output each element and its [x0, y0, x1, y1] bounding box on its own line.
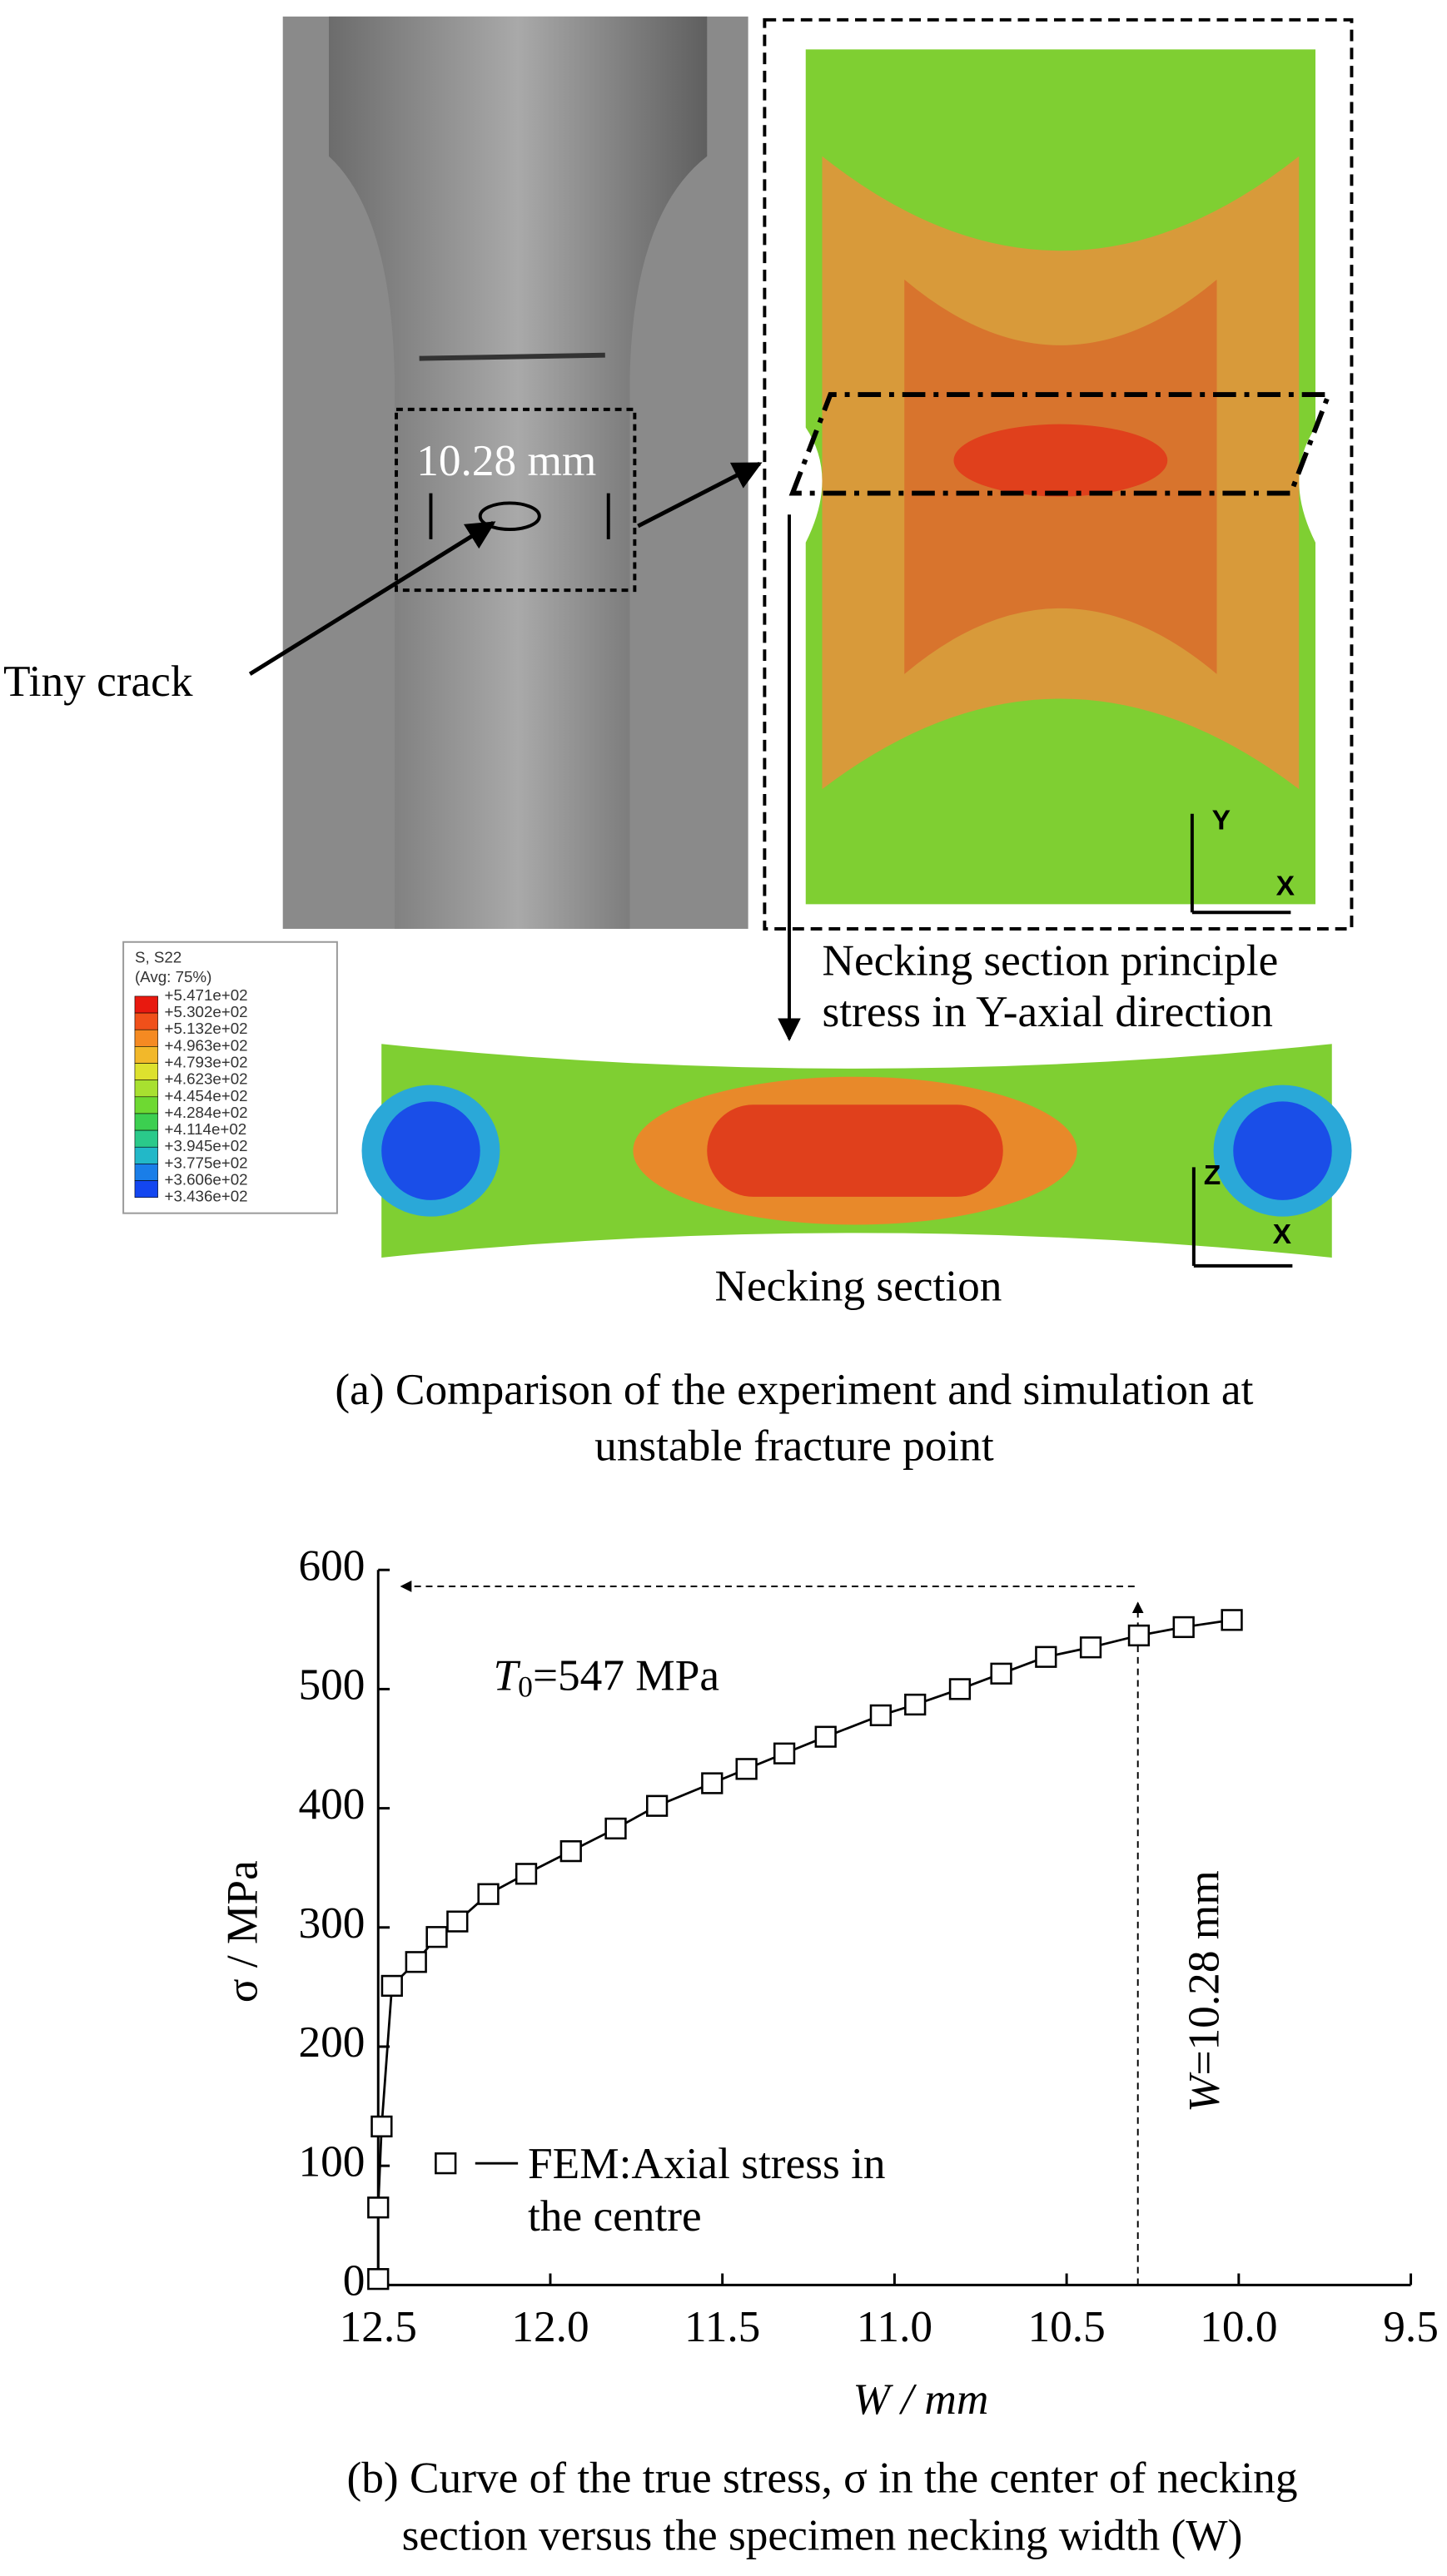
legend-value: +4.284e+02: [165, 1104, 248, 1121]
x-tick-label: 11.0: [857, 2301, 932, 2351]
legend-swatch: [134, 1129, 158, 1148]
legend-swatch: [134, 1012, 158, 1030]
y-tick-label: 300: [298, 1898, 365, 1948]
data-point: [604, 1817, 627, 1840]
legend-value: +3.436e+02: [165, 1188, 248, 1205]
stress-chart: 12.5 12.0 11.5 11.0 10.5 10.0 9.5 0 100 200 300 400…: [298, 1540, 1438, 2350]
legend-swatch: [134, 1146, 158, 1164]
annotation: W=10.28 mm: [1179, 1870, 1229, 2112]
legend-swatch: [134, 1096, 158, 1114]
data-point: [559, 1840, 582, 1863]
dimension-label: 10.28 mm: [416, 435, 596, 485]
axis-letter: X: [1276, 871, 1295, 901]
legend-value: +3.945e+02: [165, 1137, 248, 1154]
data-point: [1221, 1609, 1243, 1631]
x-tick-label: 10.5: [1027, 2301, 1105, 2351]
axis-letter: Y: [1212, 805, 1231, 836]
data-point: [367, 2268, 390, 2291]
stress-label: stress in Y-axial direction: [823, 986, 1273, 1036]
x-tick-label: 12.5: [340, 2301, 417, 2351]
data-point: [814, 1725, 837, 1748]
legend-value: +4.963e+02: [165, 1036, 248, 1054]
stress-label: Necking section principle: [823, 936, 1279, 985]
annotation-part: 0: [518, 1670, 533, 1704]
legend-title: S, S22: [135, 948, 181, 965]
annotation-part: T: [494, 1650, 521, 1700]
data-point: [948, 1678, 972, 1700]
legend-subtitle: (Avg: 75%): [135, 968, 211, 985]
data-point: [701, 1772, 724, 1794]
legend-value: +4.114e+02: [165, 1120, 247, 1138]
data-point: [477, 1883, 500, 1905]
legend-value: +5.132e+02: [165, 1020, 248, 1037]
legend-swatch: [134, 1113, 158, 1131]
data-point: [645, 1794, 669, 1817]
legend-value: +3.775e+02: [165, 1154, 248, 1171]
legend-marker: [435, 2152, 457, 2175]
crack-label: Tiny crack: [3, 656, 193, 706]
data-point: [446, 1910, 469, 1933]
annotation-part: =547 MPa: [533, 1650, 719, 1700]
legend-swatch: [134, 1063, 158, 1080]
data-point: [735, 1758, 758, 1780]
data-point: [990, 1662, 1012, 1685]
axis-letter: X: [1273, 1219, 1292, 1250]
legend-swatch: [134, 1164, 158, 1181]
y-tick-label: 100: [298, 2136, 365, 2186]
simulation-bottom: [361, 1044, 1352, 1268]
data-point: [380, 1974, 403, 1998]
legend-swatch: [134, 1046, 158, 1064]
data-point: [773, 1742, 796, 1764]
x-tick-label: 10.0: [1200, 2301, 1277, 2351]
annotation: T0=547 MPa: [494, 1650, 720, 1704]
y-tick-label: 0: [343, 2256, 365, 2305]
legend-swatch: [134, 1029, 158, 1047]
y-tick-label: 500: [298, 1660, 365, 1710]
data-point: [425, 1926, 448, 1948]
caption: (a) Comparison of the experiment and sim…: [335, 1364, 1253, 1414]
data-point: [1079, 1636, 1102, 1659]
y-axis-label: σ / MPa: [216, 1860, 266, 2003]
legend-swatch: [134, 1080, 158, 1098]
legend-value: +3.606e+02: [165, 1170, 248, 1188]
legend-swatch: [134, 1180, 158, 1198]
x-tick-label: 12.0: [511, 2301, 589, 2351]
simulation-top: [763, 17, 1354, 1042]
legend-value: +4.454e+02: [165, 1087, 248, 1104]
section-label: Necking section: [714, 1261, 1002, 1311]
x-axis-label: W / mm: [853, 2374, 989, 2424]
legend-swatch: [134, 995, 158, 1014]
data-point: [869, 1704, 892, 1727]
legend-entry: FEM:Axial stress in the centre: [527, 2138, 886, 2241]
caption: section versus the specimen necking widt…: [402, 2510, 1243, 2560]
legend-value: +4.623e+02: [165, 1070, 248, 1088]
y-tick-label: 200: [298, 2017, 365, 2067]
caption: (b) Curve of the true stress, σ in the c…: [346, 2453, 1297, 2503]
data-point: [1172, 1616, 1195, 1639]
x-tick-label: 11.5: [684, 2301, 760, 2351]
axis-letter: Z: [1204, 1160, 1221, 1191]
data-point: [405, 1951, 427, 1973]
y-tick-label: 400: [298, 1779, 365, 1829]
x-tick-label: 9.5: [1383, 2301, 1439, 2351]
data-point: [1035, 1645, 1057, 1668]
data-point: [515, 1863, 538, 1885]
data-point: [904, 1693, 927, 1716]
data-point: [1127, 1624, 1151, 1647]
legend-value: +4.793e+02: [165, 1053, 248, 1070]
contour-legend: [122, 941, 338, 1214]
data-point: [370, 2115, 393, 2138]
legend-value: +5.302e+02: [165, 1003, 248, 1020]
caption: unstable fracture point: [594, 1420, 994, 1470]
specimen-photo: [282, 16, 748, 929]
data-point: [367, 2196, 390, 2219]
legend-label: FEM:Axial stress in the centre: [527, 2138, 886, 2241]
legend-value: +5.471e+02: [165, 986, 248, 1004]
y-tick-label: 600: [298, 1540, 365, 1590]
annotation-part: W: [1179, 2072, 1229, 2112]
annotation-part: =10.28 mm: [1179, 1870, 1229, 2075]
